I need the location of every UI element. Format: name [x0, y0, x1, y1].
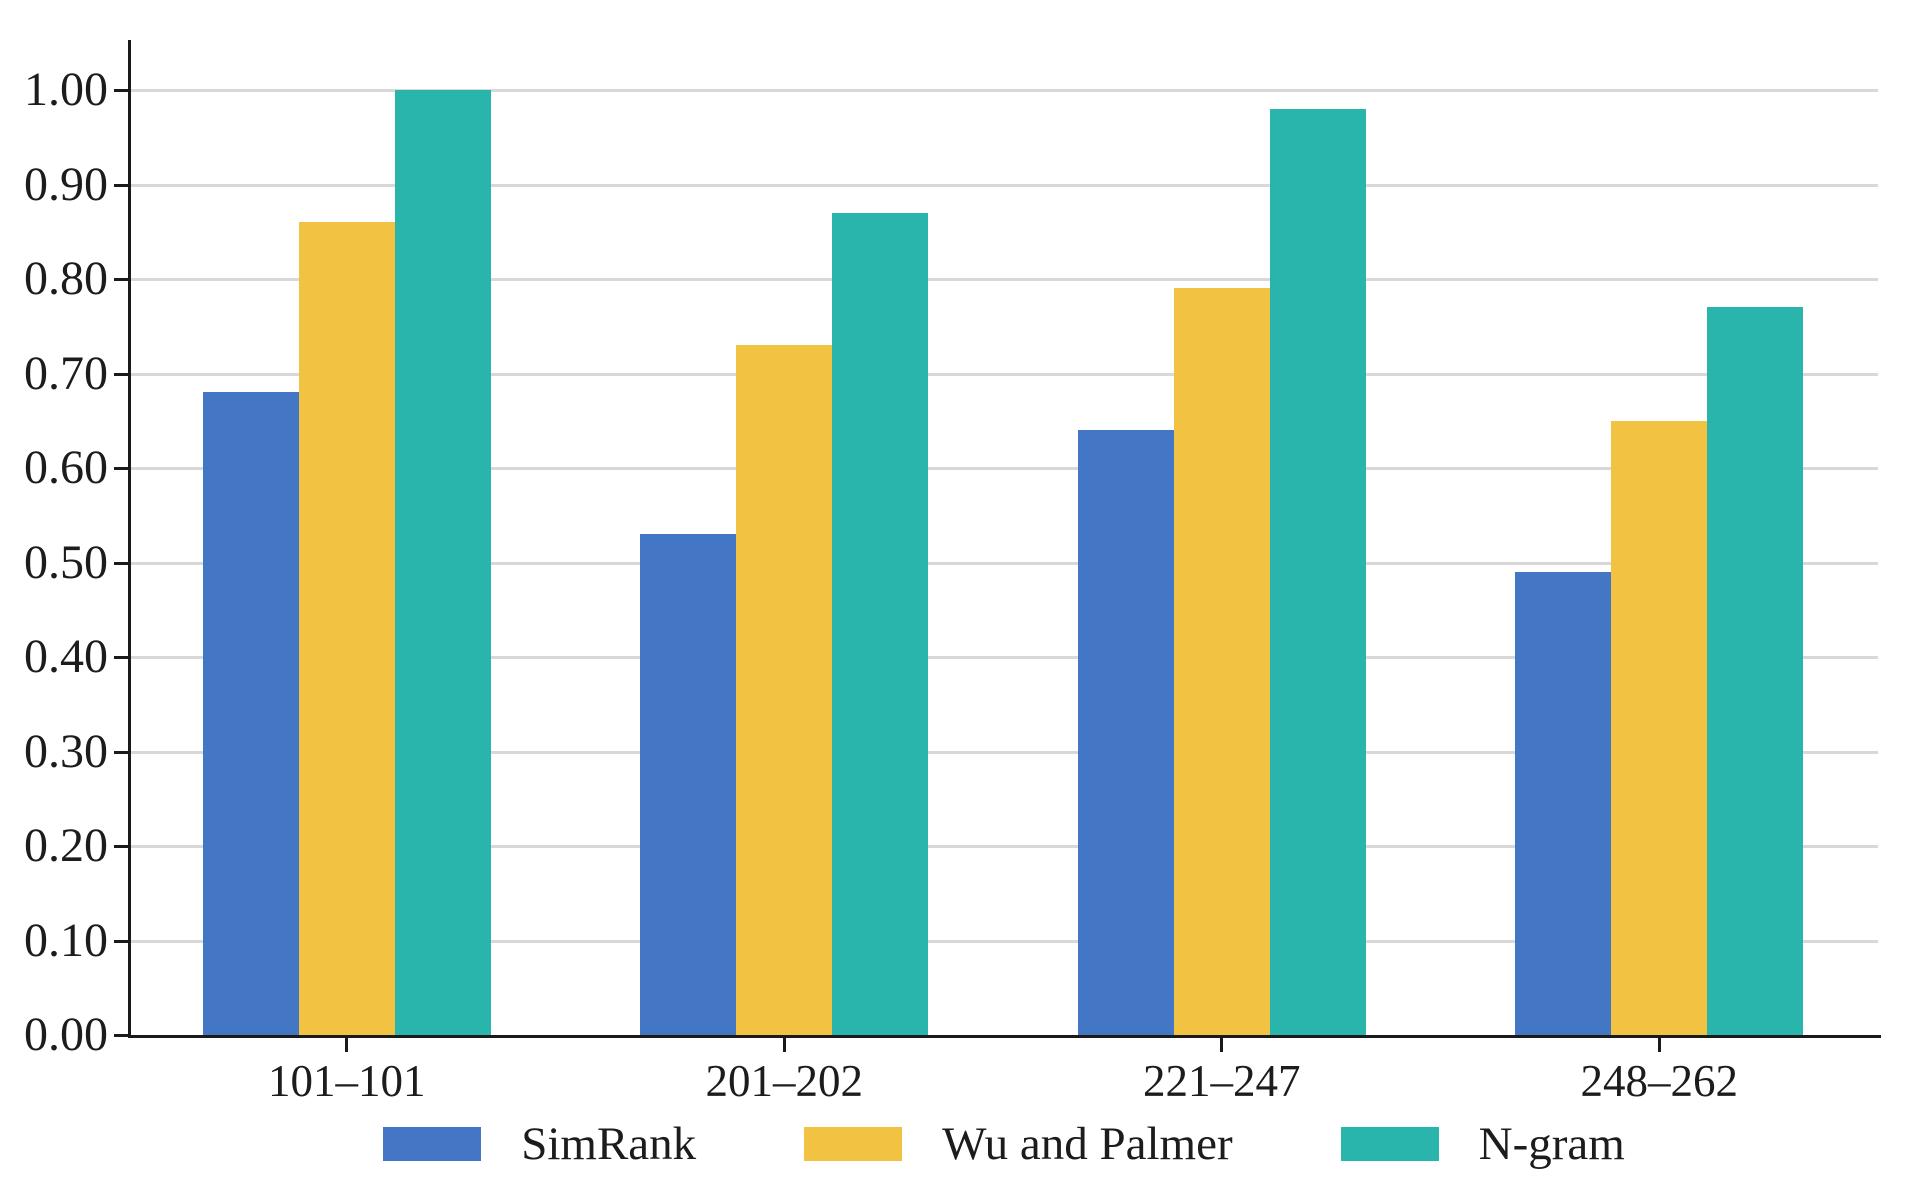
y-axis-tick-label: 1.00: [24, 63, 108, 116]
legend-label: N-gram: [1478, 1118, 1625, 1170]
gridline: [131, 939, 1878, 943]
y-axis-tick-label: 0.00: [24, 1008, 108, 1061]
legend-swatch-n-gram: [1340, 1127, 1439, 1161]
y-axis-tick-label: 0.20: [24, 819, 108, 872]
legend-label: Wu and Palmer: [942, 1118, 1233, 1170]
bar-wu-and-palmer-221-247: [1173, 288, 1270, 1035]
bar-simrank-248-262: [1515, 571, 1612, 1035]
x-axis-category-label: 101–101: [268, 1056, 426, 1106]
bar-simrank-221-247: [1077, 430, 1174, 1035]
x-axis-spine: [128, 1035, 1881, 1038]
y-axis-tick-mark: [114, 1034, 130, 1037]
legend-item-wu-and-palmer: Wu and Palmer: [804, 1116, 1233, 1172]
legend-item-n-gram: N-gram: [1340, 1116, 1625, 1172]
legend-item-simrank: SimRank: [383, 1116, 696, 1172]
x-axis-category-label: 221–247: [1143, 1056, 1301, 1106]
x-axis-tick-mark: [782, 1038, 786, 1052]
x-axis-tick-mark: [1657, 1038, 1661, 1052]
y-axis-tick-mark: [114, 89, 130, 92]
y-axis-tick-mark: [114, 656, 130, 659]
y-axis-tick-label: 0.70: [24, 346, 108, 400]
bar-wu-and-palmer-248-262: [1611, 420, 1708, 1035]
y-axis-tick-mark: [114, 183, 130, 187]
bar-wu-and-palmer-101-101: [298, 222, 395, 1035]
gridline: [131, 845, 1878, 848]
bar-n-gram-248-262: [1707, 307, 1804, 1035]
x-axis-category-label: 248–262: [1580, 1056, 1739, 1106]
y-axis-tick-mark: [114, 278, 130, 281]
y-axis-spine: [128, 40, 131, 1038]
gridline: [131, 183, 1878, 187]
gridline: [131, 750, 1878, 754]
x-axis-tick-mark: [1220, 1038, 1224, 1052]
gridline: [131, 561, 1878, 565]
y-axis-tick-mark: [114, 467, 130, 470]
y-axis-tick-mark: [114, 845, 130, 848]
bar-n-gram-201-202: [832, 212, 929, 1035]
y-axis-tick-label: 0.50: [24, 535, 108, 589]
bar-wu-and-palmer-201-202: [736, 345, 833, 1035]
gridline: [131, 278, 1878, 281]
y-axis-tick-label: 0.80: [24, 252, 108, 305]
legend-swatch-wu-and-palmer: [804, 1127, 903, 1161]
gridline: [131, 89, 1878, 92]
legend-label: SimRank: [521, 1118, 697, 1170]
bar-simrank-101-101: [202, 392, 299, 1035]
y-axis-tick-label: 0.30: [24, 724, 108, 778]
bar-n-gram-221-247: [1269, 108, 1366, 1035]
chart-legend: SimRank Wu and Palmer N-gram: [130, 1112, 1878, 1176]
y-axis-tick-mark: [114, 561, 130, 565]
y-axis-tick-label: 0.40: [24, 630, 108, 683]
bar-n-gram-101-101: [394, 90, 491, 1035]
y-axis-tick-label: 0.60: [24, 441, 108, 494]
gridline: [131, 656, 1878, 659]
bar-simrank-201-202: [640, 534, 737, 1035]
y-axis-tick-label: 0.10: [24, 913, 108, 967]
legend-swatch-simrank: [383, 1127, 482, 1161]
y-axis-tick-mark: [114, 939, 130, 943]
x-axis-tick-mark: [345, 1038, 349, 1052]
x-axis-category-label: 201–202: [705, 1056, 864, 1106]
y-axis-tick-label: 0.90: [24, 157, 108, 211]
y-axis-tick-mark: [114, 372, 130, 376]
gridline: [131, 467, 1878, 470]
y-axis-tick-mark: [114, 750, 130, 754]
gridline: [131, 372, 1878, 376]
